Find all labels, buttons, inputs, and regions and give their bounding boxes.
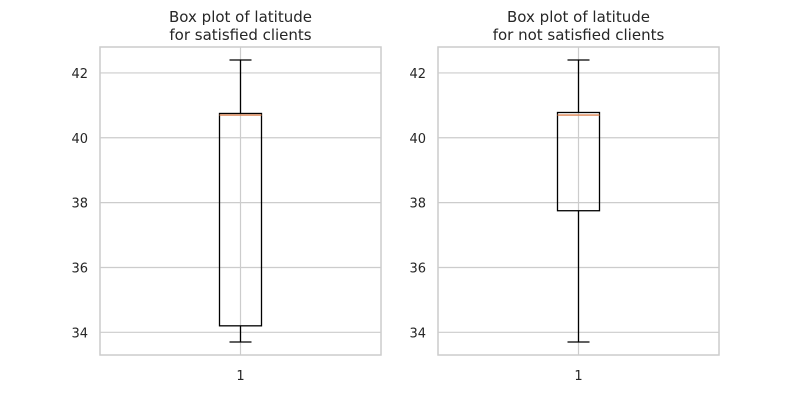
y-tick-label: 42 (71, 67, 88, 82)
chart-title-line: for satisfied clients (169, 26, 311, 44)
y-tick-label: 42 (409, 67, 426, 82)
y-tick-label: 34 (409, 326, 426, 341)
chart-panel-2: 34 36 38 40 42 1 Box plot of latitude for not s… (409, 8, 720, 384)
chart-title-line: Box plot of latitude (507, 8, 650, 26)
chart-title-line: for not satisfied clients (493, 26, 665, 44)
y-tick-label: 38 (409, 197, 426, 212)
y-tick-label: 40 (71, 132, 88, 147)
box-iqr (218, 112, 263, 327)
y-tick-label: 36 (409, 261, 426, 276)
y-tick-label: 40 (409, 132, 426, 147)
box-iqr (556, 111, 601, 212)
x-tick-label: 1 (574, 369, 582, 384)
chart-title-line: Box plot of latitude (169, 8, 312, 26)
chart-panel-1: 34 36 38 40 42 1 Box plot of latitude for satis… (71, 8, 382, 384)
y-tick-label: 34 (71, 326, 88, 341)
y-tick-label: 38 (71, 197, 88, 212)
chart-title: Box plot of latitude for satisfied client… (169, 8, 312, 44)
x-tick-label: 1 (236, 369, 244, 384)
chart-title: Box plot of latitude for not satisfied cl… (493, 8, 665, 44)
plot-frame (437, 46, 720, 356)
y-tick-label: 36 (71, 261, 88, 276)
plot-frame (99, 46, 382, 356)
